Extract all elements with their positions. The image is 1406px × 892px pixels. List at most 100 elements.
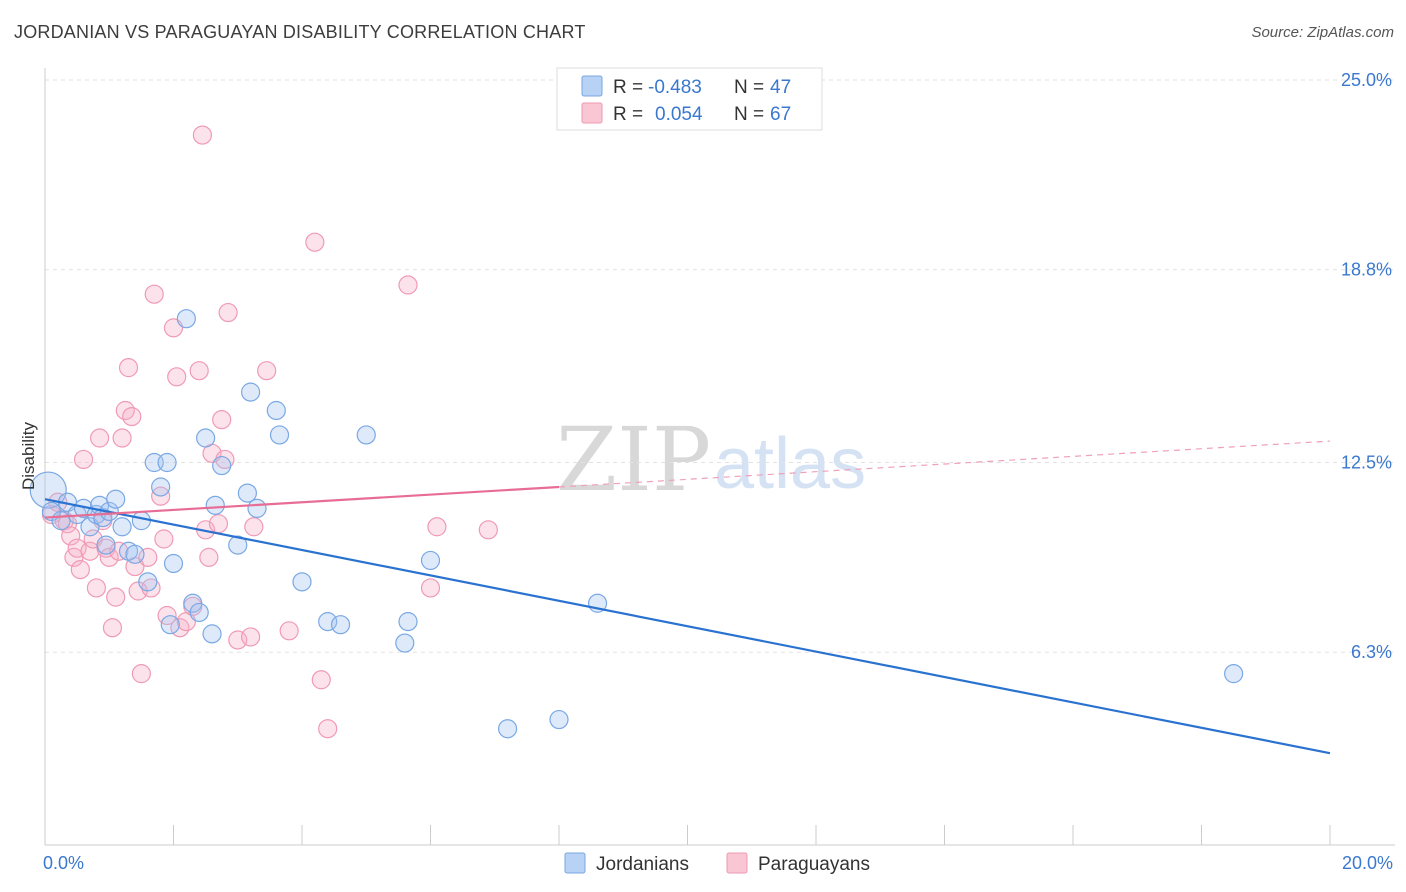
gridlines [45, 79, 1395, 653]
paraguayan-point-11 [86, 578, 107, 598]
jordanian-point-36 [292, 572, 312, 592]
paraguayan-point-38 [192, 125, 213, 145]
paraguayan-point-16 [102, 618, 123, 638]
jordanian-point-19 [151, 477, 171, 497]
jordanian-point-23 [176, 309, 196, 329]
jordanian-trend-line [44, 498, 1331, 755]
paraguayan-point-8 [73, 449, 94, 470]
paraguayan-trend-extension [558, 440, 1331, 488]
jordanian-point-34 [266, 400, 286, 421]
jordanian-point-31 [237, 483, 257, 503]
x-tick-label-0: 0.0% [43, 853, 84, 873]
legend-n-label-2: N = [734, 104, 764, 125]
paraguayan-point-33 [167, 367, 187, 387]
y-tick-label-3: 25.0% [1341, 70, 1392, 90]
y-tick-label-2: 18.8% [1341, 260, 1392, 280]
paraguayan-point-21 [118, 358, 139, 378]
legend-r-value-1: -0.483 [648, 77, 702, 98]
source-credit: Source: ZipAtlas.com [1251, 24, 1394, 41]
jordanian-point-29 [212, 455, 232, 476]
paraguayan-point-42 [208, 514, 229, 534]
paraguayan-point-45 [218, 302, 238, 323]
jordanian-point-30 [228, 535, 248, 555]
jordanian-point-21 [160, 615, 180, 635]
paraguayan-point-30 [154, 529, 174, 549]
paraguayan-swatch [581, 102, 603, 124]
jordanian-point-16 [131, 511, 151, 531]
paraguayan-point-17 [106, 587, 126, 607]
jordanian-swatch [581, 75, 603, 97]
paraguayan-point-54 [398, 275, 418, 295]
stats-legend: R = -0.483 N = 47 R = 0.054 N = 67 [556, 67, 823, 131]
jordanian-point-27 [202, 624, 222, 644]
jordanian-point-38 [330, 615, 351, 635]
legend-paraguayans-label: Paraguayans [758, 854, 870, 875]
tick-labels: 6.3% 12.5% 18.8% 25.0% 0.0% 20.0% [43, 70, 1393, 873]
jordanian-point-41 [398, 612, 418, 632]
paraguayan-points [41, 125, 498, 739]
paraguayan-point-25 [131, 664, 151, 684]
jordanian-point-39 [356, 425, 376, 445]
paraguayan-point-15 [99, 547, 119, 567]
paraguayan-point-22 [122, 407, 142, 427]
paraguayan-point-37 [189, 361, 209, 381]
paraguayan-point-28 [144, 284, 164, 304]
jordanian-point-15 [125, 544, 145, 564]
jordanian-point-0 [29, 471, 67, 509]
jordanian-point-2 [51, 511, 71, 531]
paraguayan-point-4 [61, 526, 81, 546]
jordanian-point-33 [247, 498, 267, 518]
jordanian-points [29, 309, 1244, 739]
paraguayan-point-19 [112, 428, 132, 448]
y-tick-label-0: 6.3% [1351, 642, 1392, 662]
paraguayan-point-56 [427, 517, 447, 537]
paraguayan-point-51 [305, 232, 325, 252]
y-tick-label-1: 12.5% [1341, 453, 1392, 473]
legend-n-label-1: N = [734, 77, 764, 98]
paraguayan-point-43 [212, 410, 232, 430]
legend-r-value-2: 0.054 [655, 104, 703, 125]
jordanian-point-12 [106, 489, 126, 509]
legend-r-label-1: R = [613, 77, 643, 98]
paraguayan-point-49 [257, 361, 277, 381]
jordanian-point-43 [498, 719, 518, 739]
paraguayan-point-57 [478, 520, 498, 540]
paraguayan-trend-line [44, 485, 560, 519]
jordanian-point-44 [549, 709, 569, 730]
y-axis-label: Disability [19, 421, 38, 490]
jordanian-point-46 [1224, 664, 1244, 684]
watermark-zip: ZIP [556, 408, 711, 511]
paraguayan-point-52 [311, 670, 331, 690]
legend-jordanians-label: Jordanians [596, 854, 689, 875]
jordanian-point-25 [189, 602, 209, 623]
axes [44, 68, 1395, 846]
paraguayan-point-50 [279, 621, 299, 641]
legend-r-label-2: R = [613, 104, 643, 125]
jordanian-point-10 [96, 535, 116, 555]
paraguayan-point-40 [199, 547, 219, 567]
jordanian-point-28 [205, 495, 225, 515]
jordanian-point-32 [241, 382, 261, 402]
paraguayan-point-47 [241, 627, 261, 647]
jordanian-point-26 [196, 428, 216, 448]
legend-paraguayans-swatch [726, 852, 748, 874]
jordanian-point-40 [395, 633, 415, 653]
legend-n-value-1: 47 [770, 77, 791, 98]
paraguayan-point-48 [244, 517, 264, 537]
chart-title: JORDANIAN VS PARAGUAYAN DISABILITY CORRE… [14, 22, 586, 42]
paraguayan-point-53 [318, 719, 338, 739]
jordanian-point-20 [157, 452, 177, 473]
paraguayan-point-7 [70, 559, 90, 580]
watermark-atlas: atlas [714, 424, 866, 504]
paraguayan-point-55 [420, 578, 441, 598]
x-tick-label-1: 20.0% [1342, 853, 1393, 873]
trend-lines [44, 440, 1331, 755]
jordanian-point-42 [420, 550, 441, 571]
jordanian-point-22 [163, 553, 184, 574]
legend-n-value-2: 67 [770, 104, 791, 125]
legend-jordanians-swatch [564, 852, 586, 874]
jordanian-point-13 [112, 517, 132, 537]
series-legend: Jordanians Paraguayans [564, 852, 870, 875]
jordanian-point-17 [138, 572, 158, 592]
